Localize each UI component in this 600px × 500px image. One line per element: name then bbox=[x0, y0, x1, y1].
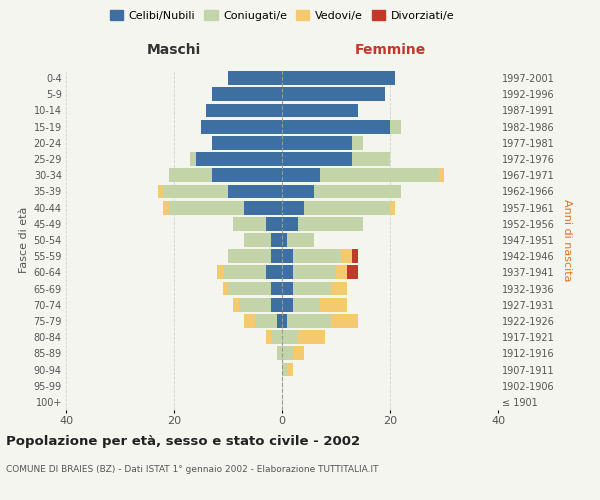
Text: Femmine: Femmine bbox=[355, 44, 425, 58]
Bar bbox=[331, 314, 358, 328]
Bar bbox=[298, 330, 325, 344]
Bar bbox=[196, 152, 282, 166]
Bar bbox=[439, 168, 444, 182]
Bar bbox=[282, 88, 385, 101]
Bar bbox=[217, 266, 223, 280]
Bar bbox=[244, 314, 255, 328]
Bar bbox=[352, 136, 363, 149]
Bar bbox=[239, 298, 271, 312]
Bar bbox=[163, 184, 228, 198]
Bar bbox=[271, 330, 282, 344]
Bar bbox=[304, 200, 390, 214]
Bar bbox=[282, 266, 293, 280]
Y-axis label: Anni di nascita: Anni di nascita bbox=[562, 198, 572, 281]
Bar bbox=[287, 314, 331, 328]
Bar bbox=[228, 71, 282, 85]
Bar bbox=[266, 266, 282, 280]
Bar bbox=[341, 250, 352, 263]
Bar bbox=[320, 298, 347, 312]
Bar bbox=[277, 314, 282, 328]
Bar bbox=[282, 217, 298, 230]
Text: COMUNE DI BRAIES (BZ) - Dati ISTAT 1° gennaio 2002 - Elaborazione TUTTITALIA.IT: COMUNE DI BRAIES (BZ) - Dati ISTAT 1° ge… bbox=[6, 465, 379, 474]
Bar bbox=[255, 314, 277, 328]
Bar bbox=[228, 282, 271, 296]
Bar bbox=[282, 298, 293, 312]
Bar bbox=[282, 71, 395, 85]
Bar bbox=[352, 250, 358, 263]
Bar bbox=[282, 314, 287, 328]
Bar bbox=[271, 250, 282, 263]
Bar bbox=[293, 298, 320, 312]
Bar bbox=[287, 233, 314, 247]
Bar bbox=[266, 330, 271, 344]
Bar bbox=[336, 266, 347, 280]
Bar bbox=[282, 152, 352, 166]
Bar bbox=[282, 330, 298, 344]
Bar bbox=[233, 217, 266, 230]
Bar bbox=[287, 362, 293, 376]
Y-axis label: Fasce di età: Fasce di età bbox=[19, 207, 29, 273]
Bar bbox=[163, 200, 169, 214]
Bar bbox=[347, 266, 358, 280]
Bar bbox=[293, 282, 331, 296]
Bar bbox=[320, 168, 439, 182]
Bar bbox=[233, 298, 239, 312]
Bar bbox=[271, 282, 282, 296]
Bar bbox=[282, 120, 390, 134]
Bar bbox=[271, 233, 282, 247]
Bar bbox=[201, 120, 282, 134]
Bar bbox=[212, 88, 282, 101]
Bar bbox=[282, 200, 304, 214]
Bar bbox=[282, 136, 352, 149]
Bar bbox=[169, 200, 244, 214]
Bar bbox=[282, 168, 320, 182]
Bar bbox=[293, 266, 336, 280]
Bar bbox=[244, 200, 282, 214]
Bar bbox=[293, 250, 341, 263]
Bar bbox=[266, 217, 282, 230]
Bar bbox=[293, 346, 304, 360]
Bar bbox=[271, 298, 282, 312]
Bar bbox=[331, 282, 347, 296]
Bar bbox=[223, 266, 266, 280]
Text: Popolazione per età, sesso e stato civile - 2002: Popolazione per età, sesso e stato civil… bbox=[6, 435, 360, 448]
Bar bbox=[314, 184, 401, 198]
Bar bbox=[282, 282, 293, 296]
Bar bbox=[298, 217, 363, 230]
Bar bbox=[282, 362, 287, 376]
Bar bbox=[390, 200, 395, 214]
Bar bbox=[223, 282, 228, 296]
Bar bbox=[212, 136, 282, 149]
Bar bbox=[282, 184, 314, 198]
Bar bbox=[206, 104, 282, 118]
Bar bbox=[228, 184, 282, 198]
Bar bbox=[190, 152, 196, 166]
Bar bbox=[158, 184, 163, 198]
Bar bbox=[228, 250, 271, 263]
Bar bbox=[169, 168, 212, 182]
Bar bbox=[282, 104, 358, 118]
Legend: Celibi/Nubili, Coniugati/e, Vedovi/e, Divorziati/e: Celibi/Nubili, Coniugati/e, Vedovi/e, Di… bbox=[106, 6, 458, 25]
Bar bbox=[277, 346, 282, 360]
Text: Maschi: Maschi bbox=[147, 44, 201, 58]
Bar bbox=[352, 152, 390, 166]
Bar bbox=[212, 168, 282, 182]
Bar bbox=[244, 233, 271, 247]
Bar bbox=[390, 120, 401, 134]
Bar bbox=[282, 233, 287, 247]
Bar bbox=[282, 346, 293, 360]
Bar bbox=[282, 250, 293, 263]
